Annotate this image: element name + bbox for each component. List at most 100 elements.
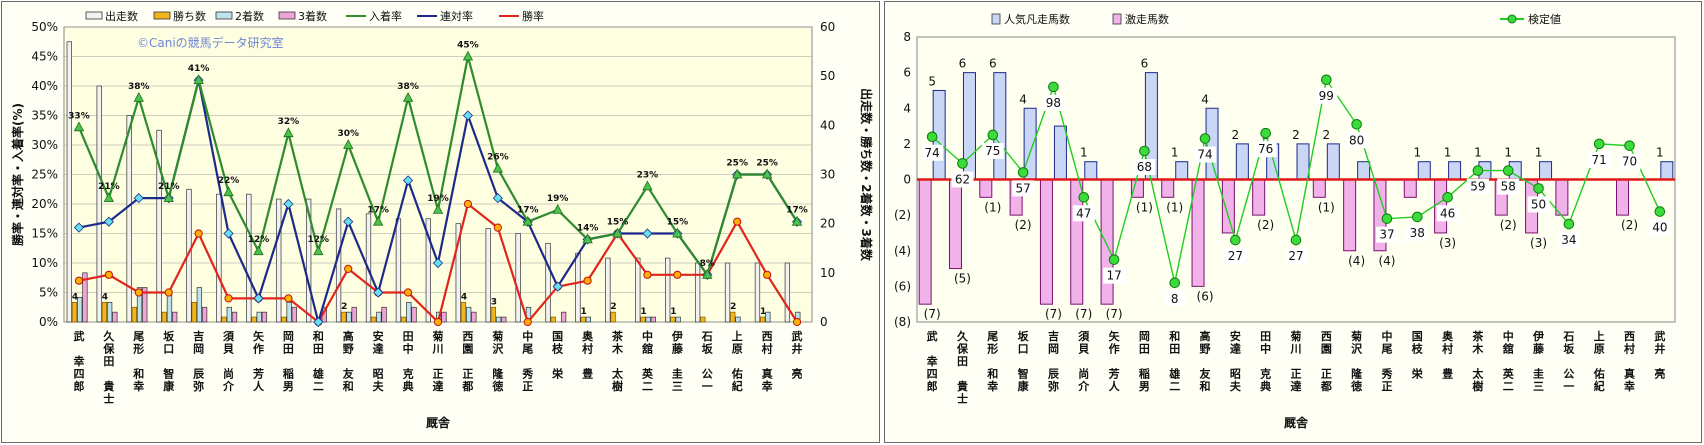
- svg-text:川: 川: [1290, 343, 1302, 356]
- place-rate-label: 19%: [547, 194, 569, 204]
- runs-bar: [694, 262, 701, 323]
- svg-text:友: 友: [1200, 367, 1211, 381]
- test-value-point: [1381, 213, 1393, 224]
- test-value-point: [987, 129, 999, 141]
- svg-text:和: 和: [313, 329, 324, 343]
- svg-text:典: 典: [1260, 379, 1271, 393]
- place_rate-point: [223, 186, 234, 197]
- svg-text:栄: 栄: [1411, 367, 1424, 381]
- svg-text:弥: 弥: [193, 379, 204, 393]
- test-value-label: 59: [1470, 180, 1485, 194]
- runs-bar: [126, 115, 132, 323]
- place-rate-label: 12%: [248, 235, 270, 245]
- third-bar: [82, 272, 88, 323]
- runs-bar: [66, 41, 72, 323]
- svg-text:士: 士: [957, 392, 968, 406]
- place_rate-point: [552, 204, 563, 214]
- third-bar: [261, 311, 268, 323]
- svg-text:原: 原: [1594, 343, 1605, 356]
- svg-text:一: 一: [1563, 380, 1574, 393]
- watermark: ©Caniの競馬データ研究室: [137, 35, 284, 50]
- svg-text:吉: 吉: [193, 329, 204, 343]
- runs-bar: [395, 218, 402, 323]
- win_rate-point: [763, 270, 772, 279]
- test-value-point: [1290, 234, 1302, 246]
- wins-data-label: 2: [730, 302, 736, 312]
- place-rate-label: 25%: [726, 159, 748, 169]
- svg-text:矢: 矢: [1109, 329, 1121, 343]
- svg-text:岡: 岡: [193, 343, 204, 356]
- svg-text:作: 作: [1109, 342, 1120, 356]
- upset-data-label: 1: [1535, 146, 1543, 160]
- runs-bar: [216, 193, 222, 323]
- svg-text:夫: 夫: [373, 379, 385, 393]
- third-bar: [650, 316, 657, 323]
- third-bar: [560, 311, 567, 323]
- place-rate-label: 12%: [308, 235, 330, 245]
- wins-bar: [281, 316, 287, 323]
- place_rate-point: [253, 245, 264, 256]
- test-label-box: [981, 142, 1004, 159]
- svg-text:安: 安: [373, 329, 384, 343]
- place_rate-point: [582, 233, 593, 244]
- svg-text:典: 典: [403, 379, 414, 393]
- win_rate-point: [733, 217, 742, 226]
- legend-label: 出走数: [105, 9, 138, 23]
- wins-data-label: 3: [491, 297, 497, 307]
- svg-text:正: 正: [1321, 368, 1332, 381]
- rentai_rate-point: [283, 198, 294, 210]
- svg-text:園: 園: [1321, 343, 1332, 356]
- svg-text:尾: 尾: [1380, 343, 1392, 356]
- svg-text:幸: 幸: [133, 379, 144, 393]
- svg-text:徳: 徳: [1350, 379, 1362, 393]
- test-label-box: [1497, 178, 1520, 195]
- third-bar: [411, 306, 417, 323]
- place-rate-label: 21%: [98, 182, 120, 192]
- svg-text:武: 武: [1654, 329, 1665, 343]
- place_rate-point: [313, 245, 324, 256]
- flop-data-label: (1): [1318, 200, 1335, 214]
- test-value-point: [1139, 145, 1150, 157]
- second-bar: [376, 311, 382, 323]
- test-value-point: [1472, 165, 1484, 176]
- test-value-point: [1654, 206, 1666, 217]
- rentai_rate-point: [552, 281, 563, 292]
- third-bar: [231, 311, 238, 323]
- upset-bar: [1448, 161, 1462, 180]
- y-tick: (6): [894, 279, 911, 293]
- svg-text:正: 正: [1291, 368, 1302, 381]
- svg-text:三: 三: [672, 380, 683, 393]
- wins-data-label: 1: [670, 307, 676, 317]
- svg-text:幸: 幸: [762, 379, 773, 393]
- upset-bar: [1296, 143, 1310, 180]
- upset-bar: [1326, 143, 1340, 180]
- test-value-label: 76: [1258, 142, 1273, 156]
- legend-label: 2着数: [235, 9, 264, 23]
- flop-data-label: (7): [1075, 307, 1092, 321]
- test-value-label: 27: [1228, 249, 1243, 263]
- test-value-label: 98: [1046, 96, 1061, 110]
- runs-bar: [455, 223, 461, 323]
- runs-bar: [96, 85, 102, 323]
- svg-text:郎: 郎: [927, 379, 938, 393]
- svg-text:岡: 岡: [1139, 330, 1150, 343]
- svg-text:四: 四: [927, 368, 938, 381]
- test-value-point: [926, 131, 938, 143]
- svg-text:隆: 隆: [1351, 367, 1363, 381]
- svg-text:秀: 秀: [521, 367, 533, 381]
- runs-bar: [485, 228, 491, 323]
- rentai_rate-point: [223, 228, 234, 239]
- upset-bar: [1175, 161, 1189, 180]
- runs-bar: [665, 257, 671, 323]
- svg-text:沢: 沢: [1351, 342, 1363, 356]
- svg-text:樹: 樹: [1472, 379, 1483, 393]
